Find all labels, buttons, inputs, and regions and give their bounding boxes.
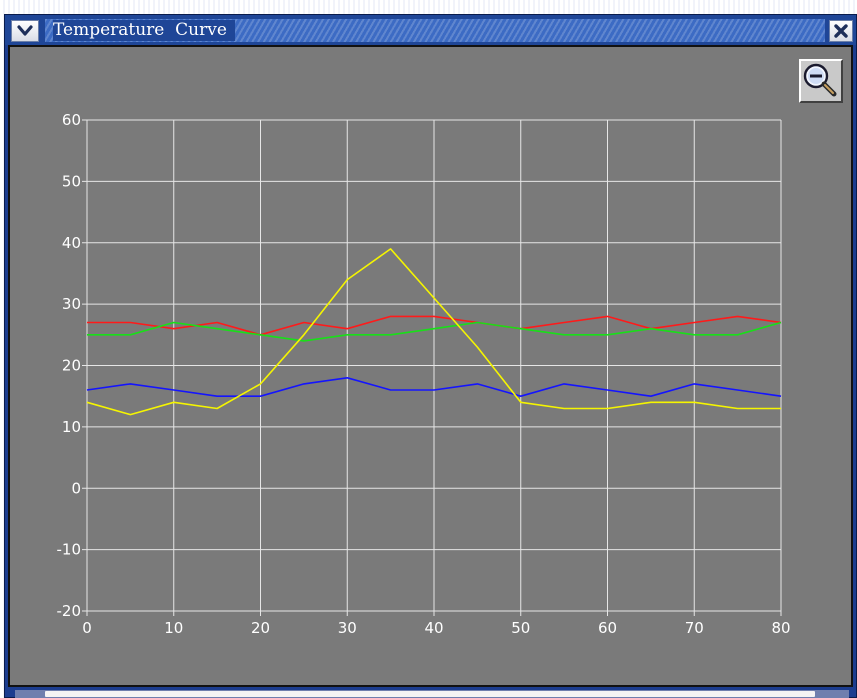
y-tick-label: -10 [57,541,82,559]
zoom-out-button[interactable] [799,59,843,103]
x-tick-label: 80 [771,619,790,637]
x-tick-label: 0 [82,619,92,637]
temperature-chart[interactable]: 0 10 20 30 40 50 60 70 80 60 50 40 30 20 10 0 -10 -20 [10,47,851,685]
x-tick-label: 30 [338,619,357,637]
series-line-yellow [86,248,781,416]
scrollbar-thumb[interactable] [45,691,815,697]
x-tick-label: 70 [685,619,704,637]
series-line-blue [86,376,782,398]
y-tick-label: 20 [62,357,81,375]
y-tick-label: 60 [62,111,81,129]
y-tick-label: 30 [62,295,81,313]
chart-panel: 0 10 20 30 40 50 60 70 80 60 50 40 30 20 10 0 -10 -20 [8,45,853,687]
y-tick-label: 10 [62,418,81,436]
y-tick-label: 40 [62,234,81,252]
zoom-out-icon [803,63,837,97]
window-menu-button[interactable] [11,20,39,42]
y-tick-label: 50 [62,172,81,190]
y-tick-label: -20 [57,602,82,620]
close-icon [834,24,848,38]
title-bar[interactable]: Temperature Curve [5,15,856,45]
x-tick-label: 60 [598,619,617,637]
series-line-green [87,321,782,342]
y-tick-label: 0 [71,479,81,497]
temperature-curve-window: Temperature Curve 0 10 20 30 40 50 60 70 80 60 50 4… [4,14,857,698]
x-tick-label: 40 [424,619,443,637]
x-tick-label: 20 [251,619,270,637]
horizontal-scrollbar[interactable] [15,690,849,698]
title-area[interactable]: Temperature Curve [45,19,825,42]
series-line-red [87,315,782,336]
close-button[interactable] [829,20,853,42]
chevron-down-icon [17,25,33,36]
window-title: Temperature Curve [53,20,235,41]
x-tick-label: 10 [164,619,183,637]
x-tick-label: 50 [511,619,530,637]
